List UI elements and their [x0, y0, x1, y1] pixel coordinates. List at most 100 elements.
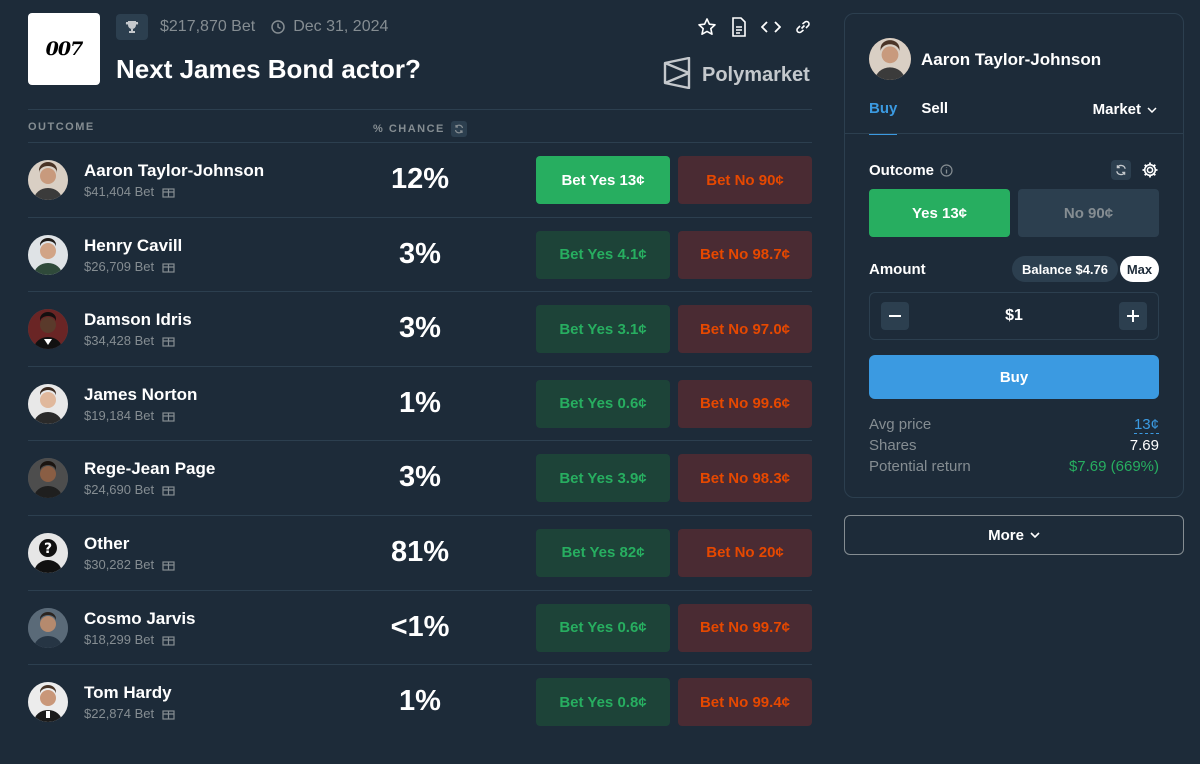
outcome-row[interactable]: ? Other $30,282 Bet 81% Bet Yes 82¢ Bet … [28, 516, 812, 591]
shares-label: Shares [869, 437, 917, 454]
buy-button[interactable]: Buy [869, 355, 1159, 399]
star-icon[interactable] [696, 16, 718, 38]
more-button[interactable]: More [844, 515, 1184, 555]
bet-yes-button[interactable]: Bet Yes 13¢ [536, 156, 670, 204]
outcome-row[interactable]: James Norton $19,184 Bet 1% Bet Yes 0.6¢… [28, 367, 812, 442]
column-chance: % CHANCE [373, 121, 467, 137]
outcome-row[interactable]: Aaron Taylor-Johnson $41,404 Bet 12% Bet… [28, 143, 812, 218]
outcome-volume: $34,428 Bet [84, 333, 177, 348]
bet-no-button[interactable]: Bet No 98.3¢ [678, 454, 812, 503]
bet-yes-button[interactable]: Bet Yes 3.9¢ [536, 454, 670, 503]
outcome-chance: 3% [399, 237, 441, 270]
outcome-name[interactable]: Cosmo Jarvis [84, 608, 196, 628]
decrement-button[interactable] [881, 302, 909, 330]
gift-icon[interactable] [162, 409, 177, 422]
gift-icon[interactable] [162, 334, 177, 347]
gift-icon[interactable] [162, 707, 177, 720]
tab-buy[interactable]: Buy [869, 100, 898, 135]
potential-return-label: Potential return [869, 458, 971, 475]
bet-yes-button[interactable]: Bet Yes 4.1¢ [536, 230, 670, 279]
trophy-icon[interactable] [116, 14, 148, 40]
bet-no-button[interactable]: Bet No 20¢ [678, 528, 812, 577]
gift-icon[interactable] [162, 558, 177, 571]
bet-no-button[interactable]: Bet No 99.7¢ [678, 603, 812, 652]
outcome-chance: 1% [399, 685, 441, 718]
outcome-name[interactable]: Henry Cavill [84, 235, 183, 255]
outcome-volume: $26,709 Bet [84, 259, 177, 274]
outcome-yes-button[interactable]: Yes 13¢ [869, 189, 1010, 237]
shares-value: 7.69 [1129, 437, 1159, 454]
column-outcome: OUTCOME [28, 121, 95, 133]
link-icon[interactable] [792, 16, 814, 38]
bet-no-button[interactable]: Bet No 99.6¢ [678, 379, 812, 428]
gift-icon[interactable] [162, 260, 177, 273]
outcome-volume-text: $22,874 Bet [84, 706, 155, 722]
outcome-row[interactable]: Tom Hardy $22,874 Bet 1% Bet Yes 0.8¢ Be… [28, 665, 812, 740]
trade-panel: Aaron Taylor-Johnson Buy Sell Market Out… [844, 13, 1184, 498]
outcome-no-button[interactable]: No 90¢ [1018, 189, 1159, 237]
outcome-volume: $41,404 Bet [84, 184, 177, 199]
gift-icon[interactable] [162, 633, 177, 646]
outcome-volume-text: $34,428 Bet [84, 333, 155, 349]
outcome-name[interactable]: Aaron Taylor-Johnson [84, 161, 265, 180]
avatar [28, 607, 68, 648]
bet-no-button[interactable]: Bet No 97.0¢ [678, 305, 812, 354]
clock-icon [271, 20, 285, 34]
avatar [28, 160, 68, 200]
outcome-label: Outcome [869, 162, 935, 179]
avatar [28, 383, 68, 424]
avatar [28, 309, 68, 350]
outcome-name[interactable]: Damson Idris [84, 310, 192, 330]
avg-price-label: Avg price [869, 416, 932, 433]
outcome-row[interactable]: Henry Cavill $26,709 Bet 3% Bet Yes 4.1¢… [28, 218, 812, 293]
amount-stepper: $1 [869, 292, 1159, 340]
outcome-chance: 1% [399, 386, 441, 419]
outcome-chance: 12% [390, 163, 450, 195]
swap-icon[interactable] [1111, 160, 1131, 180]
refresh-icon[interactable] [450, 121, 467, 137]
max-button[interactable]: Max [1120, 256, 1159, 282]
outcome-row[interactable]: Damson Idris $34,428 Bet 3% Bet Yes 3.1¢… [28, 292, 812, 367]
brand: Polymarket [662, 56, 810, 94]
outcome-row[interactable]: Rege-Jean Page $24,690 Bet 3% Bet Yes 3.… [28, 441, 812, 516]
bet-yes-button[interactable]: Bet Yes 3.1¢ [536, 305, 670, 354]
avg-price-value[interactable]: 13¢ [1133, 416, 1159, 434]
outcome-volume: $22,874 Bet [84, 706, 177, 721]
bet-no-button[interactable]: Bet No 90¢ [678, 156, 812, 204]
polymarket-logo-icon [662, 56, 692, 94]
gear-icon[interactable] [1141, 161, 1159, 179]
outcome-name[interactable]: James Norton [84, 384, 198, 404]
increment-button[interactable] [1119, 302, 1147, 330]
potential-return-value: $7.69 (669%) [1068, 458, 1159, 475]
shares-row: Shares 7.69 [869, 437, 1159, 458]
bet-yes-button[interactable]: Bet Yes 0.6¢ [536, 603, 670, 652]
order-type-dropdown[interactable]: Market [1093, 101, 1157, 118]
bet-no-button[interactable]: Bet No 98.7¢ [678, 230, 812, 279]
column-chance-label: % CHANCE [373, 123, 445, 135]
bet-yes-button[interactable]: Bet Yes 0.8¢ [536, 678, 670, 727]
gift-icon[interactable] [162, 483, 177, 496]
bet-yes-button[interactable]: Bet Yes 0.6¢ [536, 379, 670, 428]
document-icon[interactable] [728, 16, 750, 38]
market-meta: $217,870 Bet Dec 31, 2024 [116, 14, 388, 40]
gift-icon[interactable] [162, 185, 177, 198]
more-label: More [988, 526, 1024, 544]
trade-summary: Avg price 13¢ Shares 7.69 Potential retu… [869, 416, 1159, 479]
bet-yes-button[interactable]: Bet Yes 82¢ [536, 528, 670, 577]
outcome-tools [1111, 160, 1159, 180]
amount-input[interactable]: $1 [1005, 307, 1023, 324]
info-icon[interactable] [940, 164, 953, 177]
market-actions [696, 16, 814, 38]
bet-no-button[interactable]: Bet No 99.4¢ [678, 678, 812, 727]
outcome-name[interactable]: Other [84, 533, 130, 553]
order-type-label: Market [1092, 101, 1141, 118]
embed-code-icon[interactable] [760, 16, 782, 38]
outcome-name[interactable]: Rege-Jean Page [84, 459, 216, 479]
outcome-name[interactable]: Tom Hardy [84, 683, 172, 703]
brand-name: Polymarket [702, 64, 810, 86]
amount-label: Amount [869, 261, 926, 278]
tab-sell[interactable]: Sell [921, 100, 949, 117]
outcome-row[interactable]: Cosmo Jarvis $18,299 Bet <1% Bet Yes 0.6… [28, 591, 812, 666]
balance-badge: Balance $4.76 [1012, 256, 1119, 282]
outcome-chance: <1% [390, 610, 450, 643]
